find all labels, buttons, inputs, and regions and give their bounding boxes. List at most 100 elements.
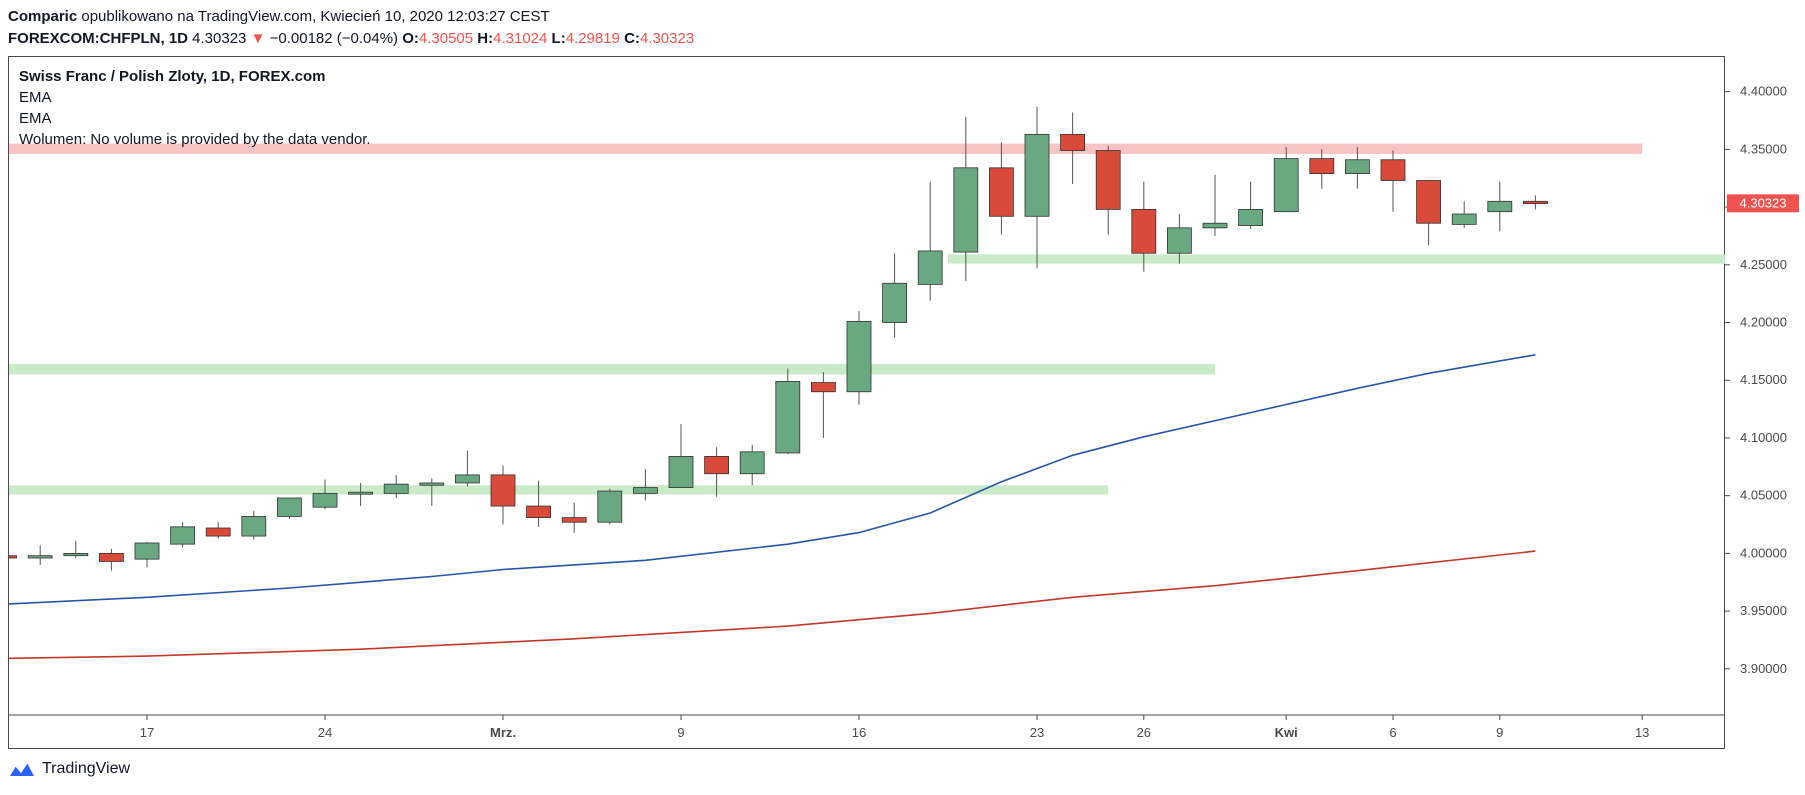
candle-up <box>597 490 623 523</box>
candle-up <box>953 167 979 253</box>
candle-down <box>704 456 729 475</box>
chart-legend: Swiss Franc / Polish Zloty, 1D, FOREX.co… <box>19 66 371 150</box>
candle-up <box>1238 208 1263 226</box>
candle-down <box>1523 200 1548 205</box>
legend-volume[interactable]: Wolumen: No volume is provided by the da… <box>19 131 371 148</box>
x-tick-label: 26 <box>1137 725 1151 740</box>
down-arrow-icon: ▼ <box>250 30 266 47</box>
candle-down <box>99 552 124 562</box>
candle-down <box>9 555 17 559</box>
candle-down <box>490 474 516 507</box>
low-label: L: <box>551 30 566 47</box>
legend-ema-slow[interactable]: EMA <box>19 110 52 127</box>
low-value: 4.29819 <box>565 30 620 47</box>
x-tick-label: 9 <box>677 725 684 740</box>
ema-fast-line <box>9 354 1536 605</box>
open-label: O: <box>402 30 419 47</box>
tradingview-footer[interactable]: TradingView <box>8 760 130 778</box>
footer-brand: TradingView <box>42 760 131 777</box>
candle-up <box>63 552 89 557</box>
x-tick-label: 16 <box>852 725 866 740</box>
candle-up <box>241 516 267 537</box>
candle-up <box>1487 200 1513 213</box>
support-zone <box>9 364 1215 375</box>
candle-down <box>526 505 551 519</box>
candle-up <box>1273 158 1299 213</box>
y-tick-label: 4.10000 <box>1740 430 1787 445</box>
candle-down <box>811 382 836 393</box>
x-tick-label: 9 <box>1496 725 1503 740</box>
open-value: 4.30505 <box>418 30 474 47</box>
publish-line: Comparic opublikowano na TradingView.com… <box>8 6 694 28</box>
candle-up <box>1167 227 1192 254</box>
candle-down <box>1380 159 1406 181</box>
candle-up <box>27 555 53 559</box>
chart-header: Comparic opublikowano na TradingView.com… <box>8 6 694 50</box>
y-tick-label: 4.15000 <box>1740 372 1787 387</box>
candle-up <box>1202 222 1228 229</box>
candle-up <box>134 542 160 560</box>
last-price-label: 4.30323 <box>1740 195 1787 210</box>
candle-up <box>170 526 196 545</box>
candle-up <box>1345 159 1370 174</box>
y-tick-label: 3.95000 <box>1740 603 1787 618</box>
tradingview-logo-icon <box>10 762 34 776</box>
resistance-zone <box>9 143 1643 154</box>
x-tick-label: Mrz. <box>490 725 516 740</box>
x-tick-label: 23 <box>1030 725 1044 740</box>
legend-ema-fast[interactable]: EMA <box>19 89 52 106</box>
candle-down <box>205 527 231 537</box>
price-change: −0.00182 (−0.04%) <box>269 30 399 47</box>
x-tick-label: 6 <box>1389 725 1396 740</box>
candle-down <box>1060 133 1085 151</box>
y-tick-label: 4.20000 <box>1740 315 1787 330</box>
y-tick-label: 4.25000 <box>1740 257 1787 272</box>
candle-down <box>1309 158 1335 174</box>
x-tick-label: Kwi <box>1275 725 1298 740</box>
high-value: 4.31024 <box>493 30 548 47</box>
ohlc-line: FOREXCOM:CHFPLN, 1D 4.30323 ▼ −0.00182 (… <box>8 28 694 50</box>
author-name[interactable]: Comparic <box>8 8 78 25</box>
candle-up <box>882 282 907 323</box>
legend-title[interactable]: Swiss Franc / Polish Zloty, 1D, FOREX.co… <box>19 68 326 85</box>
candle-down <box>1416 180 1441 224</box>
close-label: C: <box>624 30 640 47</box>
high-label: H: <box>477 30 494 47</box>
candle-up <box>739 451 765 475</box>
x-tick-label: 13 <box>1635 725 1649 740</box>
y-tick-label: 4.00000 <box>1740 545 1787 560</box>
candle-up <box>276 497 302 517</box>
y-tick-label: 3.90000 <box>1740 661 1787 676</box>
support-zone <box>9 485 1109 495</box>
candle-up <box>633 487 658 494</box>
candle-up <box>312 492 338 508</box>
candle-up <box>419 482 445 486</box>
y-tick-label: 4.05000 <box>1740 488 1787 503</box>
candle-up <box>1024 133 1050 217</box>
x-tick-label: 24 <box>318 725 332 740</box>
candle-up <box>846 320 872 393</box>
candle-up <box>1451 213 1477 225</box>
published-text: opublikowano na TradingView.com, Kwiecie… <box>81 8 550 25</box>
candle-down <box>1131 208 1157 254</box>
candle-down <box>561 517 587 523</box>
y-tick-label: 4.35000 <box>1740 141 1787 156</box>
candle-down <box>1095 150 1121 210</box>
candle-up <box>668 456 694 488</box>
close-value: 4.30323 <box>639 30 695 47</box>
last-price-marker <box>1727 194 1799 213</box>
ema-slow-line <box>9 550 1536 660</box>
candle-up <box>454 474 480 484</box>
candle-up <box>348 491 374 495</box>
candle-down <box>989 167 1014 217</box>
x-tick-label: 17 <box>140 725 154 740</box>
candle-up <box>917 250 943 285</box>
chart-pane[interactable] <box>8 56 1725 749</box>
candle-up <box>383 483 409 494</box>
plot-area[interactable] <box>0 106 1725 661</box>
y-tick-label: 4.40000 <box>1740 84 1787 99</box>
candle-up <box>775 380 801 454</box>
support-zone <box>948 254 1725 264</box>
symbol-label[interactable]: FOREXCOM:CHFPLN, 1D <box>8 30 188 47</box>
